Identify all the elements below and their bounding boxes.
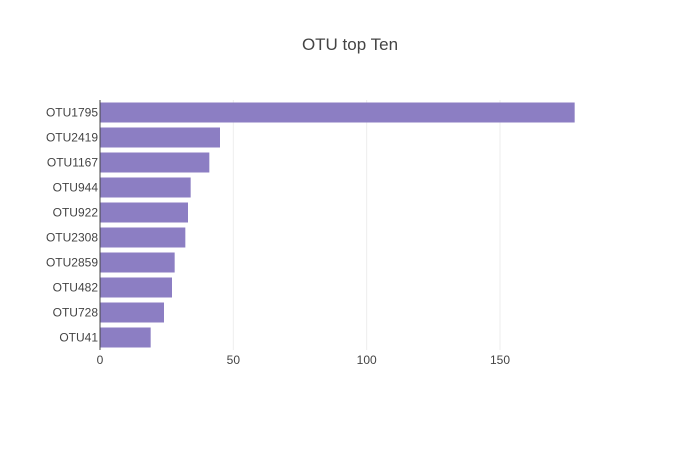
bar-otu41[interactable] (100, 327, 151, 348)
y-tick-label: OTU922 (53, 206, 99, 220)
y-tick-label: OTU728 (53, 306, 99, 320)
y-tick-label: OTU482 (53, 281, 99, 295)
y-tick-label: OTU41 (59, 331, 98, 345)
y-tick-label: OTU2859 (46, 256, 98, 270)
bars (100, 102, 575, 348)
bar-otu944[interactable] (100, 177, 191, 198)
bar-otu728[interactable] (100, 302, 164, 323)
y-axis: OTU1795 OTU2419 OTU1167 OTU944 OTU922 OTU2308… (46, 100, 101, 350)
bar-otu482[interactable] (100, 277, 172, 298)
bar-otu1795[interactable] (100, 102, 575, 123)
x-tick-label: 0 (97, 353, 104, 367)
bar-otu1167[interactable] (100, 152, 210, 173)
y-tick-label: OTU1795 (46, 106, 98, 120)
bar-otu2859[interactable] (100, 252, 175, 273)
x-tick-label: 150 (490, 353, 510, 367)
x-axis: 0 50 100 150 (97, 353, 511, 367)
x-tick-label: 50 (227, 353, 241, 367)
bar-otu922[interactable] (100, 202, 188, 223)
bar-otu2419[interactable] (100, 127, 220, 148)
y-tick-label: OTU944 (53, 181, 99, 195)
x-grid-lines (232, 100, 501, 350)
bar-otu2308[interactable] (100, 227, 186, 248)
y-tick-label: OTU2308 (46, 231, 98, 245)
y-tick-label: OTU2419 (46, 131, 98, 145)
x-tick-label: 100 (357, 353, 377, 367)
y-tick-label: OTU1167 (47, 156, 98, 170)
chart-title: OTU top Ten (302, 35, 398, 54)
